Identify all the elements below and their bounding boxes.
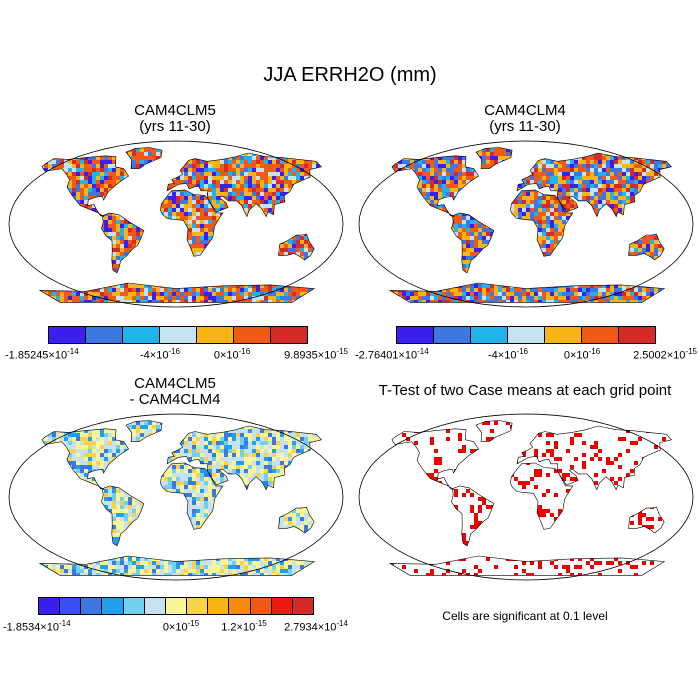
cb1-label-zero: 0×10-16 bbox=[213, 347, 251, 362]
colorbar-3 bbox=[38, 597, 314, 615]
panel4-footer: Cells are significant at 0.1 level bbox=[442, 609, 608, 623]
cb2-swatch-2 bbox=[471, 327, 508, 343]
panel1-title-line1: CAM4CLM5 bbox=[134, 102, 216, 119]
panel3-title-line1: CAM4CLM5 bbox=[134, 375, 216, 392]
panel1-title: CAM4CLM5 (yrs 11-30) bbox=[55, 103, 295, 135]
cb3-swatch-11 bbox=[271, 598, 293, 614]
map-panel-4 bbox=[358, 413, 694, 581]
figure-title: JJA ERRH2O (mm) bbox=[263, 64, 437, 86]
panel1-title-line2: (yrs 11-30) bbox=[139, 118, 211, 135]
cb3-label-mid: 1.2×10-15 bbox=[221, 619, 267, 634]
cb2-label-zero: 0×10-16 bbox=[563, 347, 601, 362]
cb1-swatch-5 bbox=[234, 327, 271, 343]
cb2-swatch-4 bbox=[545, 327, 582, 343]
coastline bbox=[388, 420, 672, 576]
cb3-swatch-3 bbox=[102, 598, 124, 614]
cb3-swatch-6 bbox=[165, 598, 188, 614]
panel3-title-line2: - CAM4CLM4 bbox=[129, 391, 221, 408]
cb1-swatch-6 bbox=[271, 327, 307, 343]
cb3-swatch-4 bbox=[123, 598, 145, 614]
cb3-label-zero: 0×10-15 bbox=[162, 619, 200, 634]
cb2-swatch-3 bbox=[508, 327, 545, 343]
colorbar-2 bbox=[396, 326, 656, 344]
cb2-label-mid: -4×10-16 bbox=[487, 347, 529, 362]
cb1-swatch-0 bbox=[49, 327, 86, 343]
cb1-swatch-2 bbox=[123, 327, 160, 343]
map-border bbox=[358, 413, 694, 581]
cb3-swatch-1 bbox=[60, 598, 82, 614]
colorbar-1 bbox=[48, 326, 308, 344]
panel4-title-line1: T-Test of two Case means at each grid po… bbox=[378, 382, 672, 399]
cb3-label-min: -1.8534×10-14 bbox=[3, 619, 71, 634]
map-panel-1 bbox=[8, 140, 344, 308]
map-border bbox=[8, 413, 344, 581]
cb3-swatch-8 bbox=[208, 598, 230, 614]
cb2-swatch-5 bbox=[582, 327, 619, 343]
cb2-swatch-1 bbox=[434, 327, 471, 343]
cb3-swatch-2 bbox=[81, 598, 103, 614]
panel4-title: T-Test of two Case means at each grid po… bbox=[355, 383, 695, 399]
cb1-label-max: 9.8935×10-15 bbox=[284, 347, 348, 362]
coastline bbox=[38, 147, 322, 303]
map-border bbox=[358, 140, 694, 308]
coastline bbox=[38, 420, 322, 576]
cb3-swatch-7 bbox=[187, 598, 209, 614]
cb2-label-max: 2.5002×10-15 bbox=[633, 347, 697, 362]
cb3-swatch-9 bbox=[229, 598, 251, 614]
map-panel-3 bbox=[8, 413, 344, 581]
cb2-label-min: -2.76401×10-14 bbox=[355, 347, 429, 362]
cb3-swatch-10 bbox=[250, 598, 272, 614]
cb2-swatch-0 bbox=[397, 327, 434, 343]
cb3-swatch-5 bbox=[144, 598, 166, 614]
cb1-label-mid: -4×10-16 bbox=[139, 347, 181, 362]
panel2-title: CAM4CLM4 (yrs 11-30) bbox=[405, 103, 645, 135]
cb3-label-max: 2.7934×10-14 bbox=[284, 619, 348, 634]
cb1-swatch-3 bbox=[160, 327, 197, 343]
map-panel-2 bbox=[358, 140, 694, 308]
cb3-swatch-0 bbox=[39, 598, 61, 614]
cb3-swatch-12 bbox=[292, 598, 314, 614]
panel2-title-line1: CAM4CLM4 bbox=[484, 102, 566, 119]
cb1-label-min: -1.85245×10-14 bbox=[5, 347, 79, 362]
cb1-swatch-1 bbox=[86, 327, 123, 343]
panel2-title-line2: (yrs 11-30) bbox=[489, 118, 561, 135]
map-border bbox=[8, 140, 344, 308]
panel3-title: CAM4CLM5 - CAM4CLM4 bbox=[55, 376, 295, 408]
coastline bbox=[388, 147, 672, 303]
cb1-swatch-4 bbox=[197, 327, 234, 343]
cb2-swatch-6 bbox=[619, 327, 655, 343]
